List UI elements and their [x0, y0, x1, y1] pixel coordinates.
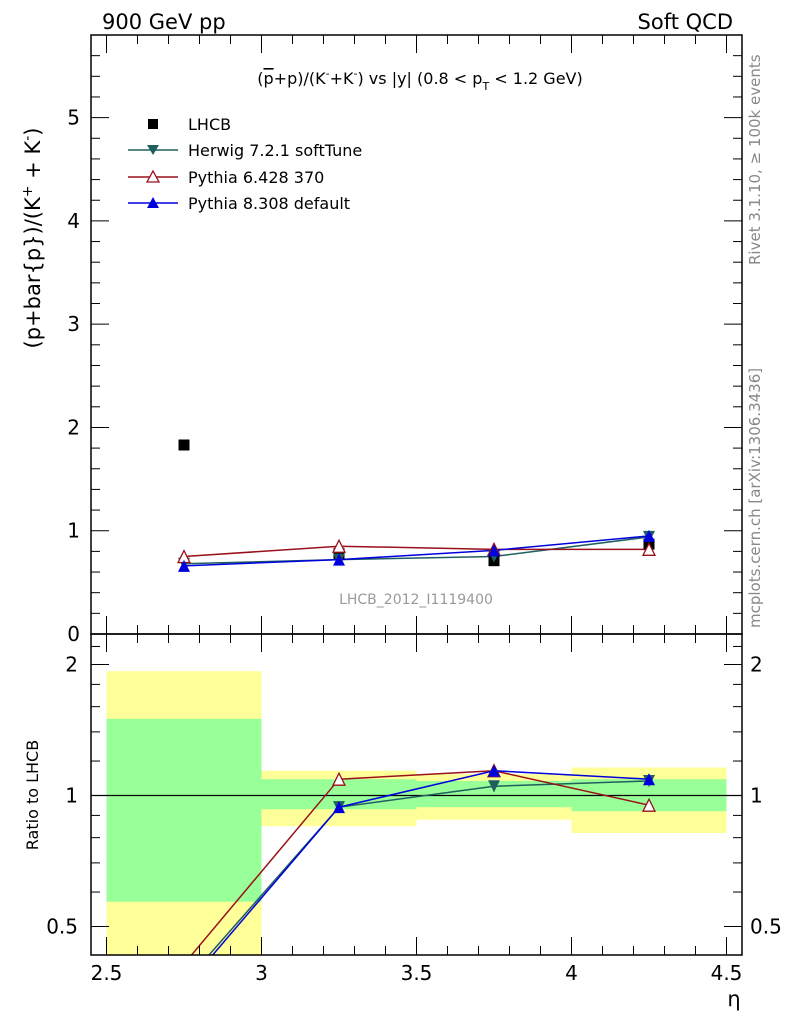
ratio-point: [333, 801, 345, 814]
ratio-y-tick-label-left: 1: [65, 783, 78, 807]
x-tick-label: 4.5: [711, 961, 743, 985]
ratio-plot-ticks: [91, 634, 742, 955]
mc-point: [178, 559, 190, 572]
ratio-line: [207, 780, 650, 955]
legend-label-pythia6: Pythia 6.428 370: [188, 168, 324, 187]
legend-marker-herwig: [147, 145, 159, 155]
x-tick-label: 4: [565, 961, 578, 985]
legend-label-lhcb: LHCB: [188, 115, 231, 134]
x-tick-label: 3: [255, 961, 268, 985]
x-tick-label: 2.5: [91, 961, 123, 985]
legend-marker-lhcb: [148, 119, 158, 129]
y-tick-label: 5: [67, 106, 80, 130]
mc-point: [488, 544, 500, 557]
x-tick-labels: 2.5 3 3.5 4 4.5: [91, 961, 743, 985]
data-point: [178, 439, 190, 451]
y-tick-label: 4: [67, 209, 80, 233]
header-left: 900 GeV pp: [102, 10, 226, 34]
series-line: [183, 545, 649, 558]
ratio-point: [178, 977, 190, 989]
ratio-point: [643, 773, 655, 786]
main-y-axis-label: (p+bar{p})/(K+ + K-): [20, 128, 45, 349]
mc-point: [331, 538, 347, 553]
ratio-y-tick-label-left: 2: [65, 652, 78, 676]
legend-marker-pythia8: [147, 197, 159, 208]
ratio-y-tick-label-right: 1: [750, 783, 763, 807]
x-tick-label: 3.5: [401, 961, 433, 985]
ratio-point: [178, 958, 190, 970]
legend-label-herwig: Herwig 7.2.1 softTune: [188, 141, 362, 160]
ratio-uncertainty-bands: [106, 671, 727, 955]
rivet-version-label: Rivet 3.1.10, ≥ 100k events: [746, 54, 764, 265]
main-plot-title: (p+p)/(K-+K-) vs |y| (0.8 < pT < 1.2 GeV…: [257, 67, 582, 93]
ratio-point: [641, 797, 657, 812]
mc-point: [333, 553, 345, 566]
ratio-y-tick-label-right: 0.5: [750, 914, 782, 938]
main-y-tick-labels: 0 1 2 3 4 5: [67, 106, 80, 646]
mcplots-label: mcplots.cern.ch [arXiv:1306.3436]: [746, 368, 764, 628]
ratio-point: [178, 983, 190, 995]
legend-label-pythia8: Pythia 8.308 default: [188, 194, 350, 213]
ratio-y-tick-label-left: 0.5: [46, 914, 78, 938]
y-tick-label: 1: [67, 519, 80, 543]
ratio-line: [211, 769, 650, 955]
series-line: [183, 536, 650, 565]
uncertainty-band-green: [106, 718, 262, 902]
mc-point: [641, 541, 657, 556]
ratio-y-tick-label-right: 2: [750, 652, 763, 676]
ratio-point: [331, 771, 347, 786]
ratio-series-layer: [178, 763, 657, 995]
x-axis-label: η: [727, 987, 740, 1011]
legend-marker-pythia6: [145, 169, 161, 183]
ratio-y-axis-label: Ratio to LHCB: [23, 740, 42, 850]
y-tick-label: 2: [67, 415, 80, 439]
ratio-point: [488, 780, 500, 793]
header-right: Soft QCD: [638, 10, 733, 34]
data-point: [333, 547, 345, 559]
series-line: [183, 535, 650, 567]
ratio-y-tick-labels: 0.5 0.5 1 1 2 2: [46, 652, 782, 938]
ratio-line: [190, 769, 650, 955]
mc-point: [643, 529, 655, 542]
main-plot-ticks: [91, 34, 742, 635]
main-series-layer: [176, 439, 657, 572]
ratio-point: [488, 764, 500, 777]
y-tick-label: 0: [67, 622, 80, 646]
analysis-watermark: LHCB_2012_I1119400: [339, 592, 493, 608]
legend: LHCB Herwig 7.2.1 softTune Pythia 6.428 …: [128, 115, 362, 213]
y-tick-label: 3: [67, 312, 80, 336]
